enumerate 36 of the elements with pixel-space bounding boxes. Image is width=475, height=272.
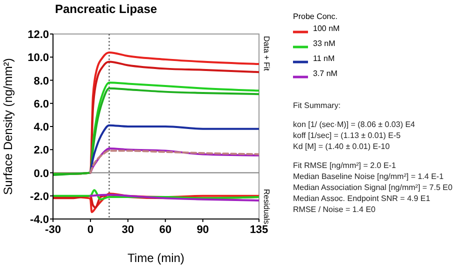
y-tick-label: 12.0 [28,29,49,41]
y-tick-label: 2.0 [34,144,49,157]
text: Fit Summary: [293,101,341,110]
y-tick-label: 6.0 [34,98,49,110]
y-axis-title: Surface Density (ng/mm²) [1,58,15,195]
text: Kd [M] = (1.40 ± 0.01) E-10 [293,142,390,151]
y-tick-label: -2.0 [30,190,49,203]
y-tick-label: 8.0 [34,75,49,88]
text: Residuals [262,189,271,224]
legend-title: Probe Conc. [293,12,338,21]
x-tick-label: -30 [45,224,61,236]
legend-label: 33 nM [313,39,336,48]
text: Median Baseline Noise [ng/mm²] = 1.4 E-1 [293,172,444,181]
legend-label: 11 nM [313,54,335,63]
x-axis-title: Time (min) [128,251,184,265]
x-tick-label: 90 [196,224,209,236]
y-tick-label: 4.0 [34,122,49,134]
text: Data + Fit [262,36,271,72]
chart-title: Pancreatic Lipase [55,2,158,16]
line-series [89,124,259,174]
text: RMSE / Noise = 1.4 E0 [293,205,376,214]
y-tick-label: -4.0 [30,214,49,226]
y-tick-label: 10.0 [28,52,49,64]
x-tick-label: 135 [250,224,268,236]
x-tick-label: 30 [122,224,134,236]
y-tick-label: 0.0 [34,168,49,180]
text: Median Assoc. Endpoint SNR = 4.9 E1 [293,194,431,203]
text: Median Association Signal [ng/mm²] = 7.5 E0 [293,183,453,192]
text: kon [1/ (sec·M)] = (8.06 ± 0.03) E4 [293,120,416,129]
line-series [53,189,259,200]
legend-label: 100 nM [313,24,340,33]
x-tick-label: 0 [87,224,94,236]
x-tick-label: 60 [159,224,172,236]
legend-label: 3.7 nM [313,69,338,78]
text: Fit RMSE [ng/mm²] = 2.0 E-1 [293,161,396,170]
text: koff [1/sec] = (1.13 ± 0.01) E-5 [293,131,402,140]
